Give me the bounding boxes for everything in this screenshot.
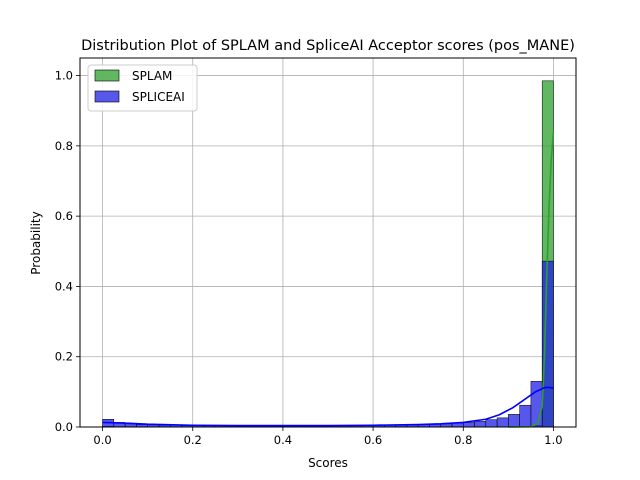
y-axis-label: Probability (29, 211, 43, 274)
spliceai-bar (474, 421, 487, 428)
x-tick-label: 0.2 (184, 433, 202, 447)
legend-label-spliceai: SPLICEAI (132, 90, 185, 104)
y-axis-ticks: 0.0 0.2 0.4 0.6 0.8 1.0 (55, 69, 80, 434)
x-tick-label: 0.8 (454, 433, 472, 447)
y-tick-label: 0.2 (55, 350, 73, 364)
legend-label-splam: SPLAM (132, 69, 172, 83)
x-tick-label: 0.0 (93, 433, 111, 447)
spliceai-bar (485, 419, 498, 428)
x-tick-label: 1.0 (544, 433, 562, 447)
grid-lines (80, 58, 576, 428)
spliceai-bar (530, 381, 543, 428)
x-axis-label: Scores (308, 456, 348, 470)
y-tick-label: 0.8 (55, 139, 73, 153)
x-tick-label: 0.4 (274, 433, 292, 447)
splam-bars (102, 80, 554, 428)
spliceai-bar (508, 414, 520, 428)
legend-swatch-spliceai (94, 90, 120, 103)
x-axis-ticks: 0.0 0.2 0.4 0.6 0.8 1.0 (93, 427, 563, 447)
y-tick-label: 1.0 (55, 69, 73, 83)
kde-curves (102, 131, 555, 428)
y-tick-label: 0.6 (55, 209, 73, 223)
spliceai-bars (102, 260, 554, 428)
spliceai-bar (541, 260, 554, 428)
chart-title: Distribution Plot of SPLAM and SpliceAI … (81, 38, 575, 54)
spliceai-bar (496, 417, 509, 428)
spliceai-kde-line (102, 386, 554, 427)
spliceai-bar (519, 404, 532, 428)
legend-swatch-splam (94, 69, 120, 82)
y-tick-label: 0.4 (55, 279, 73, 293)
y-tick-label: 0.0 (55, 420, 73, 434)
spliceai-bar (463, 422, 475, 428)
legend: SPLAM SPLICEAI (87, 64, 198, 112)
plot-frame (79, 57, 577, 428)
splam-kde-line (508, 131, 555, 428)
x-tick-label: 0.6 (364, 433, 382, 447)
